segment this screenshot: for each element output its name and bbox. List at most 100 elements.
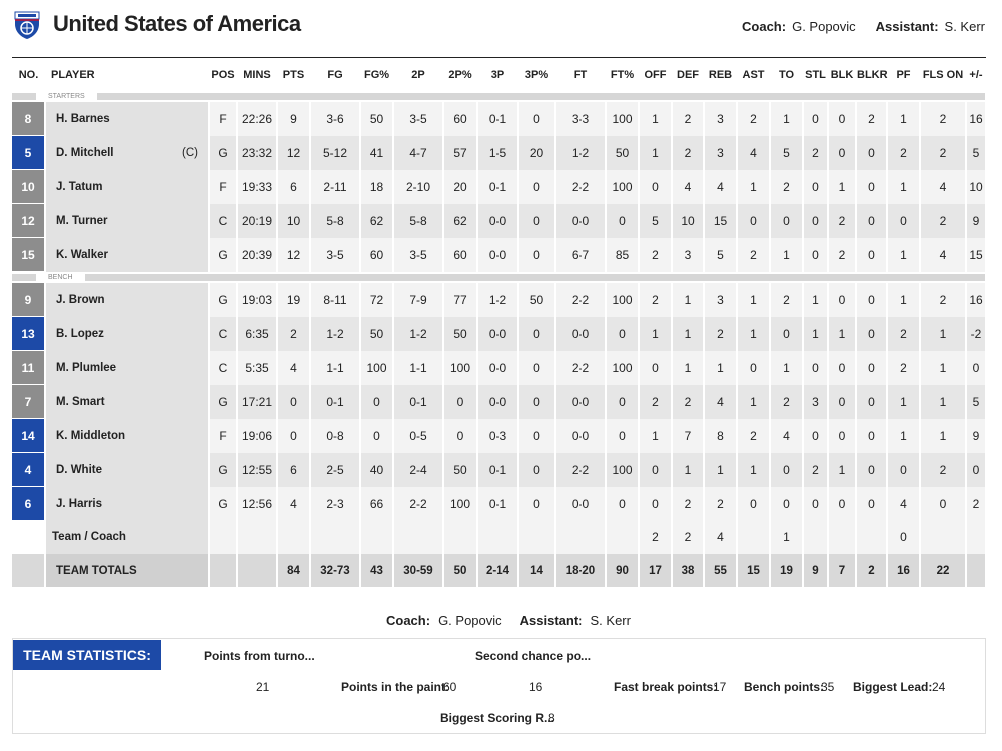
player-name-text[interactable]: K. Walker xyxy=(56,248,108,261)
player-row[interactable]: 15 K. Walker G 20:39 12 3-5 60 3-5 60 0-0 0 6-7 85 2 3… xyxy=(12,237,987,272)
player-name[interactable]: J. Brown xyxy=(45,283,210,317)
paint-value: 60 xyxy=(443,680,457,694)
stat-p2: 3-5 xyxy=(393,237,444,272)
player-row[interactable]: 11 M. Plumlee C 5:35 4 1-1 100 1-1 100 0-0 0 2-2 100… xyxy=(12,350,987,385)
player-name[interactable]: D. Mitchell (C) xyxy=(45,135,210,170)
stat-to: 0 xyxy=(770,486,804,521)
column-header: FT% xyxy=(610,68,635,81)
stat-p3p: 0 xyxy=(518,384,556,419)
player-name-text[interactable]: D. White xyxy=(56,463,102,476)
stat-stl: 0 xyxy=(803,350,829,385)
player-row[interactable]: 9 J. Brown G 19:03 19 8-11 72 7-9 77 1-2 50 2-2 100 2… xyxy=(12,283,987,317)
stat-p3p: 0 xyxy=(518,203,556,238)
bench-points-value: 35 xyxy=(821,680,835,694)
player-name[interactable]: M. Smart xyxy=(45,384,210,419)
column-header: POS xyxy=(211,68,235,81)
player-name[interactable]: K. Middleton xyxy=(45,418,210,453)
player-name-text[interactable]: B. Lopez xyxy=(56,327,104,340)
player-name[interactable]: B. Lopez xyxy=(45,316,210,351)
fast-break-label: Fast break points: xyxy=(614,680,718,694)
team-coach-pts xyxy=(277,520,311,554)
player-row[interactable]: 7 M. Smart G 17:21 0 0-1 0 0-1 0 0-0 0 0-0 0 2 2 4 1 2 3 0 0… xyxy=(12,384,987,419)
column-header: FG% xyxy=(363,68,390,81)
stat-stl: 0 xyxy=(803,418,829,453)
player-name[interactable]: M. Plumlee xyxy=(45,350,210,385)
stat-p2: 2-2 xyxy=(393,486,444,521)
team-coach-ft xyxy=(555,520,607,554)
player-name-text[interactable]: J. Brown xyxy=(56,293,105,306)
stat-pm: 0 xyxy=(966,350,987,385)
stat-ftp: 50 xyxy=(606,135,640,170)
player-name[interactable]: J. Tatum xyxy=(45,169,210,204)
column-header: BLKR xyxy=(857,68,888,81)
stat-pf: 1 xyxy=(887,384,921,419)
player-name[interactable]: K. Walker xyxy=(45,237,210,272)
stat-pf: 2 xyxy=(887,350,921,385)
stat-ast: 0 xyxy=(737,350,771,385)
jersey-number: 15 xyxy=(12,237,46,272)
stat-pos: C xyxy=(209,203,238,238)
coach-label: Coach: xyxy=(742,19,787,34)
stat-fg: 2-11 xyxy=(310,169,361,204)
stat-p3: 0-0 xyxy=(477,203,519,238)
stat-p2p: 0 xyxy=(443,384,478,419)
total-reb: 55 xyxy=(704,554,738,587)
player-name-text[interactable]: M. Plumlee xyxy=(56,361,117,374)
stat-flson: 1 xyxy=(920,316,967,351)
stat-pts: 12 xyxy=(277,237,311,272)
player-name-text[interactable]: J. Tatum xyxy=(56,180,103,193)
stat-stl: 3 xyxy=(803,384,829,419)
player-name-text[interactable]: K. Middleton xyxy=(56,429,125,442)
player-row[interactable]: 5 D. Mitchell (C) G 23:32 12 5-12 41 4-7 57 1-5 20 1… xyxy=(12,135,987,170)
player-name-text[interactable]: J. Harris xyxy=(56,497,103,510)
stat-ast: 4 xyxy=(737,135,771,170)
jersey-number: 14 xyxy=(12,418,46,453)
player-row[interactable]: 6 J. Harris G 12:56 4 2-3 66 2-2 100 0-1 0 0-0 0 0 2 2 0… xyxy=(12,486,987,521)
stat-ftp: 100 xyxy=(606,169,640,204)
column-header: NO. xyxy=(18,68,39,81)
stat-reb: 3 xyxy=(704,135,738,170)
stat-reb: 4 xyxy=(704,384,738,419)
stat-ast: 1 xyxy=(737,316,771,351)
stat-pm: 16 xyxy=(966,102,987,136)
section-divider: STARTERS xyxy=(12,91,987,102)
stat-p3: 0-1 xyxy=(477,102,519,136)
stat-stl: 0 xyxy=(803,237,829,272)
player-row[interactable]: 4 D. White G 12:55 6 2-5 40 2-4 50 0-1 0 2-2 100 0 1 1 1… xyxy=(12,452,987,487)
total-ast: 15 xyxy=(737,554,771,587)
stat-stl: 0 xyxy=(803,486,829,521)
player-name[interactable]: J. Harris xyxy=(45,486,210,521)
stat-fg: 5-12 xyxy=(310,135,361,170)
column-header: BLK xyxy=(830,68,854,81)
team-coach-blk xyxy=(828,520,857,554)
stat-flson: 4 xyxy=(920,237,967,272)
player-row[interactable]: 12 M. Turner C 20:19 10 5-8 62 5-8 62 0-0 0 0-0 0 5 10… xyxy=(12,203,987,238)
stat-p2p: 20 xyxy=(443,169,478,204)
stat-fg: 2-5 xyxy=(310,452,361,487)
total-stl: 9 xyxy=(803,554,829,587)
player-row[interactable]: 14 K. Middleton F 19:06 0 0-8 0 0-5 0 0-3 0 0-0 0 1 7 8… xyxy=(12,418,987,453)
stat-p2: 4-7 xyxy=(393,135,444,170)
player-name-text[interactable]: H. Barnes xyxy=(56,112,110,125)
team-name: United States of America xyxy=(53,11,301,36)
stat-fgp: 50 xyxy=(360,102,394,136)
team-coach-p3 xyxy=(477,520,519,554)
header-divider xyxy=(12,57,986,58)
stat-pm: 10 xyxy=(966,169,987,204)
player-name[interactable]: H. Barnes xyxy=(45,102,210,136)
player-name-text[interactable]: M. Turner xyxy=(56,214,108,227)
player-row[interactable]: 10 J. Tatum F 19:33 6 2-11 18 2-10 20 0-1 0 2-2 100 0… xyxy=(12,169,987,204)
player-name-text[interactable]: D. Mitchell xyxy=(56,146,114,159)
player-name[interactable]: M. Turner xyxy=(45,203,210,238)
player-name[interactable]: D. White xyxy=(45,452,210,487)
player-name-text[interactable]: M. Smart xyxy=(56,395,105,408)
stat-fg: 8-11 xyxy=(310,283,361,317)
total-p2: 30-59 xyxy=(393,554,444,587)
player-row[interactable]: 8 H. Barnes F 22:26 9 3-6 50 3-5 60 0-1 0 3-3 100 1 2 3… xyxy=(12,102,987,136)
player-row[interactable]: 13 B. Lopez C 6:35 2 1-2 50 1-2 50 0-0 0 0-0 0 1 1 2 1 0 1… xyxy=(12,316,987,351)
total-ftp: 90 xyxy=(606,554,640,587)
stat-mins: 19:03 xyxy=(237,283,278,317)
stat-off: 1 xyxy=(639,102,673,136)
team-coach-ftp xyxy=(606,520,640,554)
coach-info-secondary: Coach: G. Popovic Assistant: S. Kerr xyxy=(386,613,631,628)
